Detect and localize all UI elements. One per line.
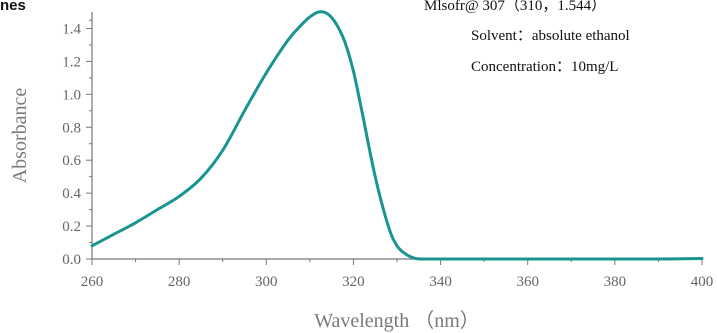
x-tick-label: 380 <box>604 274 627 290</box>
annotation-text: Concentration：10mg/L <box>471 59 618 75</box>
axes <box>91 12 702 260</box>
x-tick-label: 280 <box>168 274 191 290</box>
x-tick-label: 260 <box>81 274 104 290</box>
ticks: 260 280 300 320 340 360 380 400 0.0 0.2 0.4 0.6 0.8 1… <box>62 19 714 290</box>
annotation-text: Mlsofr@ 307（310，1.544） <box>424 0 606 14</box>
y-tick-label: 0.2 <box>62 219 81 235</box>
y-tick-label: 0.4 <box>62 186 81 202</box>
absorbance-series-line <box>90 10 704 261</box>
x-axis-title: Wavelength （nm） <box>314 309 480 332</box>
plot-area <box>90 10 704 261</box>
annotation-text: Solvent：absolute ethanol <box>471 28 630 44</box>
corner-text: nes <box>0 0 26 14</box>
y-tick-label: 1.2 <box>62 54 81 70</box>
y-tick-label: 1.4 <box>62 21 81 37</box>
y-tick-label: 0.0 <box>62 252 81 268</box>
x-tick-label: 400 <box>691 274 714 290</box>
y-tick-label: 0.6 <box>62 153 81 169</box>
y-tick-label: 0.8 <box>62 120 81 136</box>
x-tick-label: 320 <box>342 274 365 290</box>
annotations: Mlsofr@ 307（310，1.544） Solvent：absolute e… <box>424 0 630 75</box>
x-tick-label: 340 <box>429 274 452 290</box>
x-tick-label: 300 <box>255 274 278 290</box>
y-axis-title: Absorbance <box>9 88 31 184</box>
x-tick-label: 360 <box>516 274 539 290</box>
y-tick-label: 1.0 <box>62 87 81 103</box>
